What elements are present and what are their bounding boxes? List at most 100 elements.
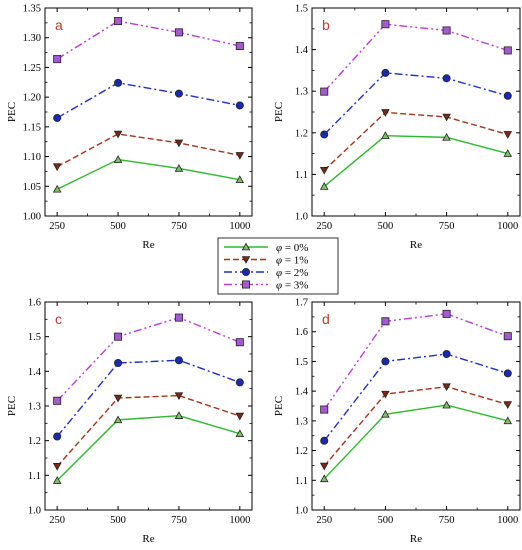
data-point	[174, 139, 184, 148]
data-point	[319, 166, 329, 175]
data-point	[503, 416, 513, 425]
x-tick-label: 500	[110, 221, 126, 232]
series-line	[323, 385, 508, 467]
legend-marker	[241, 267, 250, 276]
data-point	[381, 20, 390, 29]
data-point	[113, 130, 123, 139]
data-point	[174, 356, 183, 365]
data-point	[114, 78, 123, 87]
y-tick-label: 1.00	[23, 212, 41, 223]
data-point	[113, 155, 123, 163]
x-tick-label: 250	[49, 221, 65, 232]
x-tick-label: 250	[316, 221, 332, 232]
y-tick-label: 1.5	[295, 357, 308, 368]
y-tick-label: 1.6	[28, 298, 41, 309]
series-1	[52, 130, 245, 172]
y-tick-label: 1.10	[23, 152, 41, 163]
x-axis-label: Re	[142, 533, 154, 545]
panel-label: c	[55, 311, 62, 327]
data-point	[235, 101, 244, 110]
data-point	[114, 332, 123, 341]
series-line	[56, 158, 240, 190]
x-tick-label: 250	[49, 515, 65, 526]
panel-label: a	[55, 17, 63, 33]
data-point	[381, 317, 390, 326]
data-point	[113, 394, 123, 403]
panel-label: d	[322, 311, 330, 327]
series-line	[323, 23, 508, 93]
data-point	[503, 401, 513, 409]
y-tick-label: 1.4	[28, 367, 42, 378]
y-tick-label: 1.2	[28, 436, 41, 447]
data-point	[174, 89, 183, 98]
x-tick-label: 250	[316, 515, 332, 526]
data-point	[442, 383, 451, 392]
data-point	[114, 17, 123, 26]
x-axis-label: Re	[410, 239, 422, 251]
data-point	[114, 359, 123, 368]
x-tick-label: 1000	[497, 221, 518, 232]
series-line	[56, 133, 240, 168]
series-3	[53, 313, 244, 405]
data-point	[52, 476, 62, 484]
series-2	[320, 349, 512, 445]
series-line	[323, 111, 508, 171]
data-point	[381, 109, 390, 117]
chart-panel-c: 1.0 1.1 1.2 1.3 1.4 1.5 1.6 250 500 750 1000 Re PEC c	[6, 298, 253, 545]
panel-label: b	[322, 17, 330, 33]
y-tick-label: 1.15	[23, 122, 41, 133]
data-point	[381, 409, 390, 418]
y-tick-label: 1.6	[295, 327, 308, 338]
series-line	[56, 82, 240, 119]
data-point	[442, 26, 451, 35]
data-point	[320, 130, 329, 139]
legend-symbol: φ	[276, 280, 282, 292]
y-tick-label: 1.2	[295, 128, 308, 139]
y-tick-label: 1.1	[28, 471, 41, 482]
series-line	[323, 353, 508, 442]
y-tick-label: 1.0	[295, 212, 308, 223]
series-3	[53, 17, 244, 64]
series-line	[323, 404, 508, 480]
data-point	[52, 163, 62, 172]
data-point	[381, 390, 390, 399]
data-point	[235, 175, 245, 184]
data-point	[52, 463, 62, 471]
legend-entry: φ = 2%	[276, 267, 308, 279]
series-3	[320, 20, 512, 96]
x-tick-label: 750	[171, 221, 187, 232]
series-0	[319, 131, 513, 190]
y-tick-label: 1.3	[295, 416, 308, 427]
data-point	[174, 164, 184, 172]
data-point	[174, 28, 183, 37]
y-tick-label: 1.1	[295, 170, 308, 181]
y-tick-label: 1.0	[28, 506, 41, 517]
series-line	[56, 316, 241, 402]
plot-frame	[311, 7, 521, 217]
data-point	[53, 432, 62, 441]
x-axis-label: Re	[410, 533, 422, 545]
y-tick-label: 1.5	[295, 4, 308, 15]
x-tick-label: 750	[439, 515, 455, 526]
data-point	[320, 87, 329, 96]
y-tick-label: 1.05	[23, 182, 41, 193]
data-point	[503, 46, 512, 55]
legend-entry: φ = 3%	[276, 280, 308, 292]
y-tick-label: 1.3	[28, 402, 41, 413]
y-tick-label: 1.5	[28, 332, 41, 343]
data-point	[235, 429, 245, 438]
y-tick-label: 1.0	[295, 506, 308, 517]
legend: φ = 0%φ = 1%φ = 2%φ = 3%	[217, 237, 339, 295]
y-tick-label: 1.25	[23, 63, 41, 74]
legend-symbol: φ	[276, 242, 282, 254]
x-tick-label: 1000	[229, 221, 250, 232]
data-point	[381, 131, 390, 139]
legend-entry: φ = 1%	[276, 255, 308, 267]
series-line	[56, 20, 240, 60]
data-point	[442, 309, 451, 318]
series-0	[319, 400, 513, 483]
data-point	[235, 412, 245, 421]
data-point	[503, 332, 512, 341]
series-3	[320, 309, 512, 414]
data-point	[235, 338, 244, 347]
